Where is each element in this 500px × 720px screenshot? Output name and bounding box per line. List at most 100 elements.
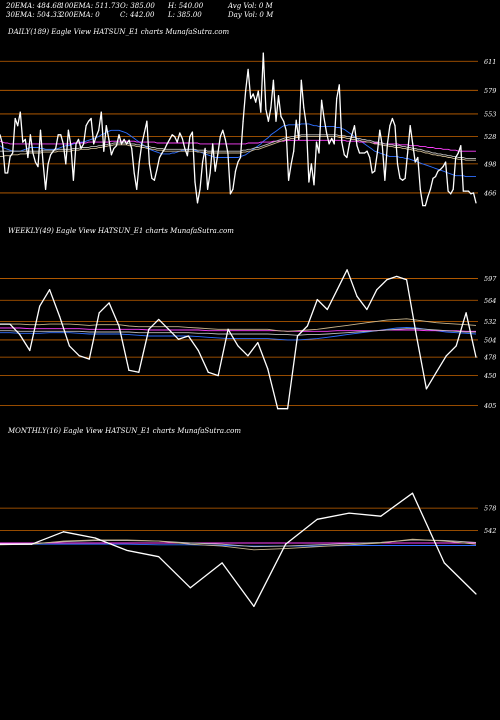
daily-price-point	[353, 125, 356, 127]
daily-price-point	[95, 136, 97, 138]
daily-price-point	[326, 132, 328, 134]
daily-price-point	[120, 143, 123, 145]
weekly-price-point	[376, 289, 378, 291]
daily-price-point	[341, 141, 343, 143]
daily-price-point	[12, 152, 14, 154]
weekly-level-label: 597	[484, 275, 497, 283]
daily-price-point	[285, 129, 287, 131]
monthly-price-point	[189, 587, 191, 589]
daily-price-point	[424, 205, 426, 207]
daily-price-point	[432, 177, 434, 179]
daily-price-point	[113, 147, 115, 150]
daily-price-point	[98, 129, 100, 131]
daily-price-point	[437, 170, 439, 172]
daily-price-point	[138, 161, 140, 163]
daily-price-point	[389, 125, 391, 127]
daily-price-point	[391, 117, 394, 120]
daily-price-point	[201, 161, 204, 163]
monthly-chart-title: MONTHLY(16) Eagle View HATSUN_E1 charts …	[7, 427, 241, 435]
daily-price-point	[427, 195, 429, 198]
monthly-price-point	[31, 543, 33, 545]
monthly-price-point	[348, 512, 350, 514]
daily-price-point	[34, 161, 37, 163]
daily-price-point	[166, 143, 168, 145]
weekly-ema-tan-line	[0, 318, 477, 332]
daily-price-point	[472, 192, 475, 194]
daily-price-point	[237, 161, 239, 163]
daily-price-point	[118, 134, 120, 136]
daily-price-point	[260, 111, 262, 113]
header-low: L: 385.00	[167, 11, 202, 19]
daily-price-point	[270, 106, 272, 109]
daily-price-point	[212, 143, 214, 145]
daily-price-point	[77, 138, 80, 140]
monthly-level-label: 578	[484, 505, 496, 513]
daily-price-point	[315, 141, 318, 143]
daily-price-point	[27, 156, 29, 159]
daily-price-point	[219, 136, 221, 138]
monthly-price-point	[221, 562, 223, 564]
daily-price-point	[445, 161, 447, 163]
daily-price-point	[336, 97, 338, 100]
monthly-price-line	[0, 492, 477, 608]
daily-price-point	[222, 129, 224, 131]
daily-price-point	[250, 97, 252, 100]
weekly-price-point	[58, 315, 61, 317]
daily-price-point	[199, 188, 201, 190]
daily-price-point	[179, 132, 181, 134]
daily-price-point	[475, 202, 477, 204]
weekly-price-point	[167, 328, 170, 330]
header-open: O: 385.00	[120, 2, 155, 10]
daily-price-point	[308, 181, 310, 183]
daily-price-point	[414, 161, 416, 163]
weekly-price-point	[108, 302, 110, 304]
daily-price-point	[242, 120, 244, 122]
weekly-price-point	[346, 269, 348, 271]
daily-price-point	[163, 148, 166, 150]
daily-level-label: 611	[484, 58, 496, 66]
daily-price-point	[442, 165, 444, 168]
daily-price-point	[396, 163, 399, 165]
weekly-price-point	[425, 388, 428, 390]
monthly-ema-tan-line	[0, 538, 477, 551]
weekly-level-label: 478	[483, 354, 496, 362]
weekly-price-point	[39, 305, 41, 307]
daily-price-point	[310, 163, 313, 165]
daily-price-point	[176, 141, 178, 143]
daily-price-point	[217, 154, 219, 156]
weekly-price-point	[475, 356, 477, 358]
daily-price-point	[50, 154, 52, 156]
weekly-price-point	[405, 279, 408, 281]
monthly-price-point	[62, 531, 65, 533]
daily-price-point	[407, 152, 409, 154]
daily-price-point	[125, 143, 128, 145]
daily-price-point	[452, 188, 454, 190]
daily-price-point	[470, 193, 472, 195]
daily-price-point	[303, 106, 305, 109]
daily-price-point	[386, 143, 388, 145]
daily-price-point	[272, 79, 275, 81]
daily-price-point	[429, 188, 432, 190]
daily-price-point	[376, 152, 378, 154]
daily-price-point	[29, 134, 31, 136]
daily-price-point	[328, 143, 330, 145]
daily-price-point	[313, 184, 315, 186]
weekly-price-point	[326, 308, 328, 311]
daily-price-point	[196, 202, 199, 204]
daily-price-point	[136, 188, 138, 190]
daily-price-point	[401, 179, 404, 181]
weekly-chart-panel: WEEKLY(49) Eagle View HATSUN_E1 charts M…	[0, 227, 497, 410]
daily-chart-panel: DAILY(189) Eagle View HATSUN_E1 charts M…	[0, 28, 496, 207]
daily-price-point	[457, 152, 459, 154]
daily-price-point	[0, 134, 1, 136]
daily-price-point	[331, 137, 333, 140]
weekly-price-point	[148, 328, 150, 330]
daily-price-point	[42, 161, 44, 163]
monthly-price-point	[253, 605, 255, 608]
weekly-price-point	[237, 345, 239, 347]
daily-level-label: 466	[483, 189, 496, 197]
daily-price-point	[275, 120, 277, 122]
daily-price-point	[298, 138, 300, 140]
daily-price-point	[290, 163, 292, 165]
